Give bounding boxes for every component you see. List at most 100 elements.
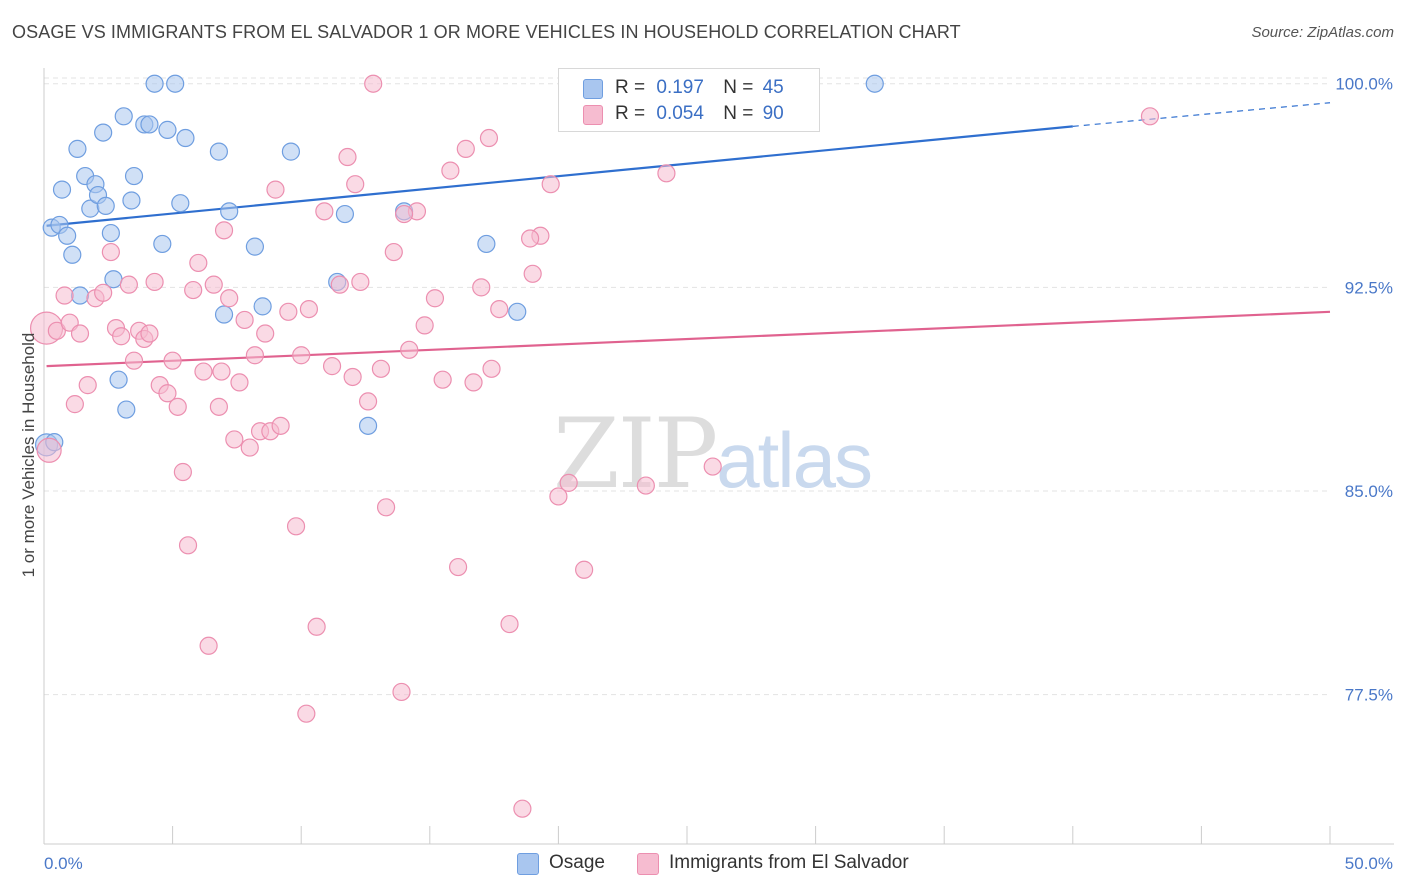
elsalvador-point — [315, 202, 334, 221]
elsalvador-point — [299, 299, 319, 319]
bottom-legend-swatch-elsalvador — [637, 853, 659, 875]
legend-n-value: 45 — [762, 77, 784, 98]
elsalvador-point — [513, 799, 532, 818]
y-tick-label: 77.5% — [1345, 686, 1393, 705]
legend-r-value: 0.197 — [656, 77, 704, 98]
osage-point — [117, 400, 136, 419]
elsalvador-point — [392, 682, 411, 702]
osage-point — [171, 194, 190, 213]
osage-point — [68, 139, 87, 158]
legend-swatch-elsalvador — [583, 105, 603, 125]
elsalvador-point — [65, 395, 84, 414]
elsalvador-point — [472, 278, 491, 297]
elsalvador-point — [256, 324, 275, 343]
elsalvador-point — [47, 321, 66, 340]
elsalvador-point — [657, 164, 676, 183]
elsalvador-point — [112, 327, 131, 346]
osage-point — [96, 196, 115, 216]
elsalvador-point — [482, 359, 501, 378]
elsalvador-point — [322, 357, 342, 376]
legend-r-label: R = — [615, 77, 646, 98]
elsalvador-point — [55, 286, 74, 305]
elsalvador-point — [140, 324, 159, 343]
osage-point — [122, 191, 141, 210]
elsalvador-point — [559, 473, 578, 492]
osage-point — [114, 107, 133, 126]
osage-point — [109, 370, 128, 389]
elsalvador-point — [636, 476, 655, 495]
x-tick-label: 50.0% — [1345, 854, 1393, 873]
osage-trend-line — [46, 125, 1073, 227]
legend-n-label: N = — [723, 103, 754, 124]
watermark-atlas: atlas — [716, 416, 873, 504]
legend-swatch-osage — [583, 79, 603, 99]
elsalvador-point — [346, 175, 365, 194]
elsalvador-point — [235, 310, 254, 330]
elsalvador-point — [394, 204, 414, 224]
legend: R = 0.197 N = 45 R = 0.054 N = 90 — [558, 68, 820, 132]
bottom-legend-swatch-osage — [517, 853, 539, 875]
elsalvador-point — [1140, 107, 1160, 126]
elsalvador-point — [384, 242, 403, 262]
elsalvador-point — [330, 275, 349, 294]
elsalvador-point — [297, 704, 316, 723]
x-tick-label: 0.0% — [44, 854, 83, 873]
elsalvador-point — [271, 416, 290, 435]
osage-point — [281, 142, 301, 161]
chart-source: Source: ZipAtlas.com — [1251, 24, 1394, 41]
elsalvador-point — [479, 128, 499, 148]
elsalvador-point — [549, 487, 568, 506]
osage-point — [124, 166, 144, 186]
elsalvador-point — [266, 180, 285, 199]
osage-point — [335, 204, 355, 224]
data-points — [29, 74, 1160, 818]
elsalvador-point — [343, 367, 362, 387]
elsalvador-point — [425, 289, 445, 308]
osage-point — [140, 115, 159, 134]
elsalvador-point — [70, 324, 90, 343]
elsalvador-point — [523, 264, 542, 283]
osage-point — [58, 226, 77, 245]
elsalvador-point — [230, 373, 249, 392]
elsalvador-point — [286, 517, 306, 536]
elsalvador-point — [575, 560, 594, 579]
bottom-legend-label-osage: Osage — [549, 852, 605, 873]
elsalvador-point — [292, 346, 311, 365]
elsalvador-point — [364, 74, 383, 93]
osage-point — [477, 234, 496, 254]
elsalvador-point — [178, 536, 198, 555]
osage-point — [220, 202, 239, 221]
osage-point — [253, 297, 272, 316]
elsalvador-point — [376, 498, 396, 517]
chart-title: OSAGE VS IMMIGRANTS FROM EL SALVADOR 1 O… — [12, 22, 961, 42]
elsalvador-point — [158, 384, 177, 403]
elsalvador-point — [521, 229, 540, 248]
osage-point — [70, 286, 90, 305]
zipatlas-watermark: ZIPatlas — [553, 398, 873, 510]
elsalvador-point — [358, 392, 378, 411]
elsalvador-point — [204, 275, 223, 294]
osage-point — [245, 237, 265, 256]
y-tick-label: 100.0% — [1335, 75, 1393, 94]
elsalvador-point — [173, 462, 192, 482]
elsalvador-point — [400, 340, 419, 359]
elsalvador-point — [168, 397, 187, 416]
osage-point — [176, 128, 195, 148]
elsalvador-point — [209, 397, 228, 416]
legend-n-value: 90 — [762, 103, 784, 124]
y-tick-label: 92.5% — [1345, 278, 1393, 297]
elsalvador-point — [214, 221, 234, 240]
elsalvador-point — [119, 275, 138, 294]
legend-r-label: R = — [615, 103, 646, 124]
elsalvador-point — [415, 316, 434, 335]
elsalvador-point — [464, 373, 483, 392]
elsalvador-point — [351, 272, 370, 292]
elsalvador-point — [500, 614, 519, 634]
elsalvador-point — [240, 438, 259, 457]
osage-point — [158, 120, 177, 139]
y-axis-label: 1 or more Vehicles in Household — [19, 333, 38, 578]
elsalvador-point — [541, 175, 560, 194]
osage-point — [508, 302, 527, 321]
osage-trend-extension — [1072, 102, 1331, 127]
